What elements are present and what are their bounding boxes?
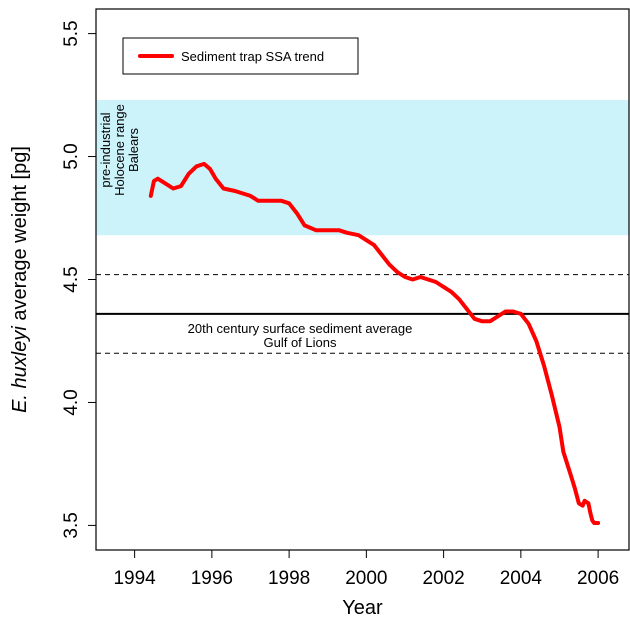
- legend-label: Sediment trap SSA trend: [181, 49, 324, 64]
- legend: Sediment trap SSA trend: [122, 37, 359, 75]
- plot-frame: [95, 8, 630, 551]
- holocene-range-band: [96, 99, 629, 236]
- x-tick-label-2006: 2006: [577, 568, 619, 589]
- reference-label-line-2: Gulf of Lions: [264, 335, 337, 350]
- y-tick-label-3: 5.0: [61, 143, 82, 169]
- x-tick-label-2000: 2000: [345, 568, 387, 589]
- reference-label-line-1: 20th century surface sediment average: [188, 321, 413, 336]
- x-tick-label-1994: 1994: [113, 568, 156, 589]
- x-tick-label-1996: 1996: [191, 568, 233, 589]
- series-layer: [148, 161, 601, 525]
- y-axis-label-species: E. huxleyi: [9, 326, 31, 413]
- holocene-range-rect: [96, 99, 629, 236]
- reference-label: 20th century surface sediment average Gu…: [188, 321, 413, 350]
- y-tick-label-2: 4.5: [61, 266, 82, 292]
- y-axis-label-rest: average weight [pg]: [9, 146, 31, 326]
- x-tick-label-2002: 2002: [422, 568, 464, 589]
- y-tick-label-0: 3.5: [61, 512, 82, 538]
- x-axis-label: Year: [342, 597, 383, 619]
- reference-lines: [96, 274, 629, 354]
- series-line-0: [148, 161, 601, 525]
- x-tick-label-1998: 1998: [268, 568, 310, 589]
- band-label-line-1: pre-industrial: [98, 112, 113, 187]
- band-label: pre-industrial Holocene range Balears: [98, 104, 141, 196]
- band-label-line-3: Balears: [126, 127, 141, 172]
- y-tick-label-4: 5.5: [61, 20, 82, 46]
- band-label-line-2: Holocene range: [112, 104, 127, 196]
- axes: 1994 1996 1998 2000 2002 2004 2006 3.5 4.0 4.5 5.0…: [61, 20, 619, 589]
- y-axis-label: E. huxleyi average weight [pg]: [9, 146, 31, 413]
- y-tick-label-1: 4.0: [61, 389, 82, 415]
- x-tick-label-2004: 2004: [500, 568, 543, 589]
